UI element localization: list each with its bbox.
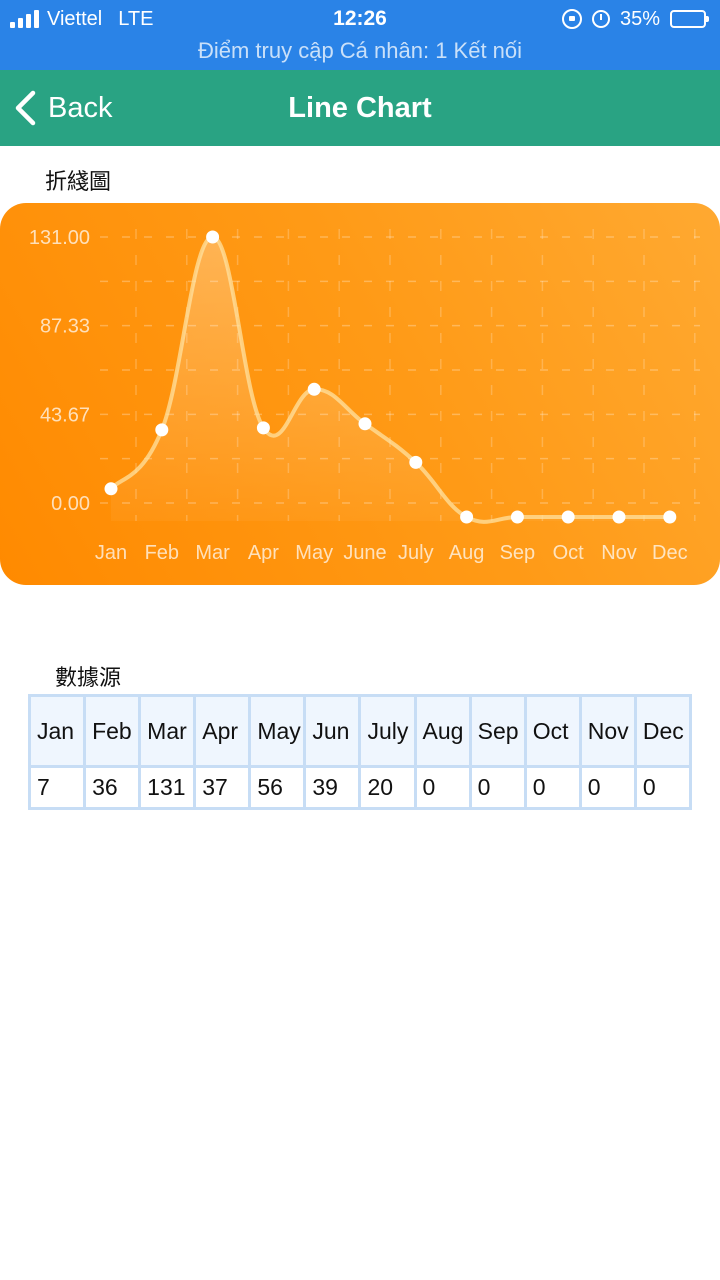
table-row: 7 36 131 37 56 39 20 0 0 0 0 0: [27, 765, 693, 810]
data-point: [104, 482, 118, 496]
status-left: Viettel LTE: [10, 6, 153, 32]
table-cell: 36: [83, 765, 142, 810]
x-tick-label: Jan: [95, 542, 127, 564]
table-header-cell: July: [358, 694, 417, 768]
data-point: [307, 382, 321, 396]
table-cell: 7: [27, 765, 87, 810]
battery-icon: [670, 10, 709, 28]
battery-percent: 35%: [619, 7, 660, 30]
table-header-cell: Aug: [413, 694, 472, 768]
data-point: [561, 510, 575, 524]
back-button[interactable]: Back: [14, 70, 112, 146]
table-header-cell: Jan: [27, 694, 87, 768]
y-tick-label: 0.00: [51, 493, 90, 515]
series-area: [111, 236, 670, 522]
chevron-left-icon: [15, 90, 36, 126]
y-tick-label: 43.67: [40, 404, 90, 426]
x-tick-label: Feb: [145, 542, 179, 564]
table-header-cell: Mar: [138, 694, 197, 768]
rotation-lock-icon: [561, 9, 582, 29]
table-cell: 0: [523, 765, 582, 810]
back-label: Back: [48, 91, 113, 124]
x-tick-label: May: [295, 542, 333, 564]
table-header-cell: May: [248, 694, 307, 768]
nav-bar: Back Line Chart: [0, 70, 720, 146]
table-header-cell: Apr: [193, 694, 252, 768]
table-header-cell: Feb: [83, 694, 142, 768]
alarm-icon: [591, 10, 610, 28]
carrier-name: Viettel: [47, 7, 103, 30]
table-cell: 0: [578, 765, 637, 810]
data-point: [663, 510, 677, 524]
x-tick-label: Oct: [553, 542, 585, 564]
data-point: [358, 417, 372, 431]
data-point: [612, 510, 626, 524]
table-cell: 0: [633, 765, 693, 810]
y-tick-label: 87.33: [40, 316, 90, 338]
series-line: [109, 234, 672, 524]
table-cell: 39: [303, 765, 362, 810]
data-point: [256, 421, 270, 435]
network-type: LTE: [118, 7, 154, 30]
x-tick-label: Apr: [248, 542, 279, 564]
table-header-cell: Dec: [633, 694, 693, 768]
data-point: [206, 230, 220, 244]
status-right: 35%: [561, 6, 709, 32]
table-cell: 0: [468, 765, 527, 810]
status-bar: Viettel LTE 12:26 35% Điểm truy cập Cá n…: [0, 0, 720, 70]
signal-icon: [10, 10, 39, 28]
line-chart-card: 0.00 43.67 87.33 131.00 Jan Feb Mar Apr May June J…: [0, 203, 720, 585]
table-section-label: 數據源: [55, 665, 122, 690]
table-header-cell: Oct: [523, 694, 582, 768]
x-tick-label: Sep: [500, 542, 536, 564]
table-header-cell: Jun: [303, 694, 362, 768]
x-tick-label: Dec: [652, 542, 688, 564]
page-title: Line Chart: [288, 92, 432, 124]
x-tick-label: Nov: [601, 542, 637, 564]
data-point: [155, 423, 169, 437]
hotspot-banner[interactable]: Điểm truy cập Cá nhân: 1 Kết nối: [197, 38, 523, 63]
table-cell: 20: [358, 765, 417, 810]
table-header-row: Jan Feb Mar Apr May Jun July Aug Sep Oct Nov Dec: [27, 694, 693, 768]
x-tick-label: June: [343, 542, 386, 564]
x-tick-label: July: [398, 542, 434, 564]
data-point: [460, 510, 474, 524]
line-chart: 0.00 43.67 87.33 131.00 Jan Feb Mar Apr May June J…: [29, 227, 700, 564]
table-cell: 37: [193, 765, 252, 810]
data-point: [510, 510, 524, 524]
y-tick-label: 131.00: [29, 227, 90, 249]
data-point: [409, 455, 423, 469]
x-tick-label: Mar: [195, 542, 230, 564]
table-cell: 0: [413, 765, 472, 810]
clock: 12:26: [333, 7, 387, 30]
chart-section-label: 折綫圖: [45, 169, 112, 194]
table-cell: 131: [138, 765, 197, 810]
x-tick-label: Aug: [449, 542, 485, 564]
table-header-cell: Nov: [578, 694, 637, 768]
table-header-cell: Sep: [468, 694, 527, 768]
table-cell: 56: [248, 765, 307, 810]
